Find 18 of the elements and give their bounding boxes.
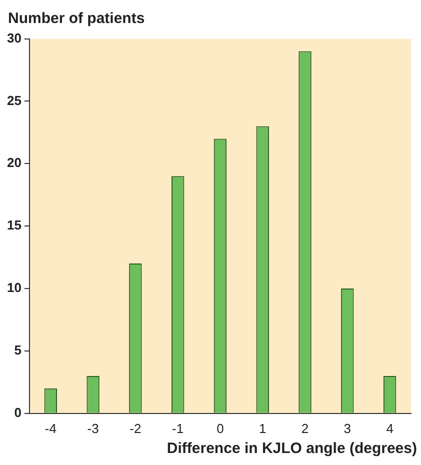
x-tick-label: -2 [130, 420, 142, 436]
x-tick-label: 1 [259, 420, 266, 436]
y-tick-label: 20 [6, 155, 22, 170]
y-tick-label: 5 [14, 342, 22, 358]
x-tick-label: 2 [301, 420, 309, 436]
x-tick-label: -3 [87, 420, 99, 436]
x-tick-label: -4 [44, 420, 56, 436]
x-tick-label: 3 [344, 420, 352, 436]
y-tick-label: 0 [14, 404, 22, 420]
x-tick-label: 4 [386, 420, 394, 436]
x-tick-label: 0 [216, 420, 224, 436]
y-tick-label: 15 [6, 218, 22, 233]
y-tick-label: 25 [6, 92, 22, 108]
x-axis-title: Difference in KJLO angle (degrees) [166, 440, 417, 457]
y-axis-title: Number of patients [8, 10, 145, 27]
x-tick-label: -1 [172, 420, 184, 436]
y-tick-label: 10 [6, 280, 22, 296]
y-tick-label: 30 [6, 30, 22, 46]
